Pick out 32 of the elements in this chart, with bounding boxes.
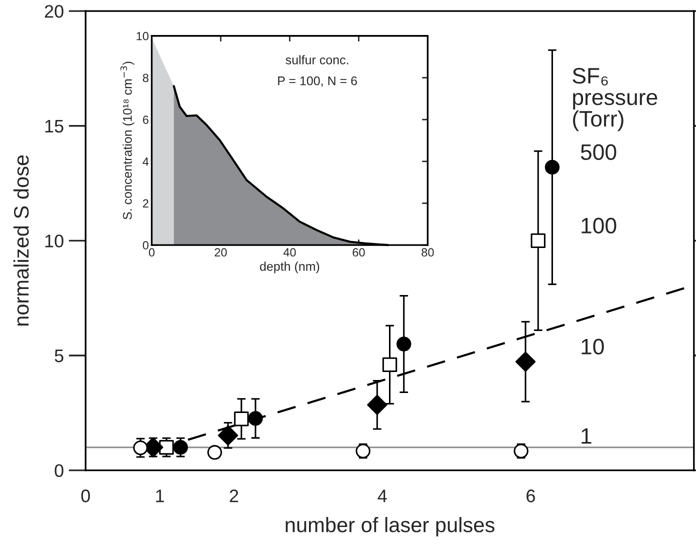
y-tick-label: 2 bbox=[142, 199, 148, 208]
y-tick-label: 6 bbox=[142, 116, 148, 124]
x-tick-label: 6 bbox=[526, 490, 535, 502]
y-tick-label: 10 bbox=[45, 234, 64, 248]
y-tick-label: 20 bbox=[44, 4, 64, 18]
x-tick-label: 0 bbox=[81, 490, 90, 502]
series-label: 500 bbox=[580, 144, 616, 160]
y-tick-label: 10 bbox=[136, 32, 148, 40]
legend-title: SF₆ pressure (Torr) bbox=[572, 68, 658, 132]
text: 10 bbox=[582, 338, 604, 355]
y-tick-label: 8 bbox=[142, 74, 148, 82]
series-label: 100 bbox=[582, 218, 616, 234]
y-tick-label: 5 bbox=[54, 350, 64, 362]
x-tick-label: 1 bbox=[156, 490, 164, 502]
y-axis-title: S. concentration (10¹⁸ cm$^{−3}$) bbox=[120, 62, 134, 220]
annotation: P = 100, N = 6 bbox=[278, 76, 357, 87]
x-tick-label: 80 bbox=[422, 248, 434, 257]
y-tick-label: 0 bbox=[54, 464, 64, 478]
y-axis-title: normalized S dose bbox=[13, 155, 29, 326]
x-tick-label: 20 bbox=[214, 248, 227, 257]
y-tick-label: 15 bbox=[45, 120, 64, 133]
text: 1 bbox=[582, 428, 592, 444]
x-tick-label: 40 bbox=[283, 248, 296, 257]
annotation: sulfur conc. bbox=[286, 55, 348, 64]
x-tick-label: 60 bbox=[352, 248, 365, 257]
x-tick-label: 0 bbox=[148, 248, 155, 257]
x-axis-title: number of laser pulses bbox=[286, 516, 494, 536]
y-tick-label: 4 bbox=[142, 158, 149, 166]
x-tick-label: 4 bbox=[378, 490, 387, 502]
y-tick-label: 0 bbox=[142, 241, 148, 250]
x-axis-title: depth (nm) bbox=[260, 262, 320, 274]
x-tick-label: 2 bbox=[230, 490, 238, 502]
